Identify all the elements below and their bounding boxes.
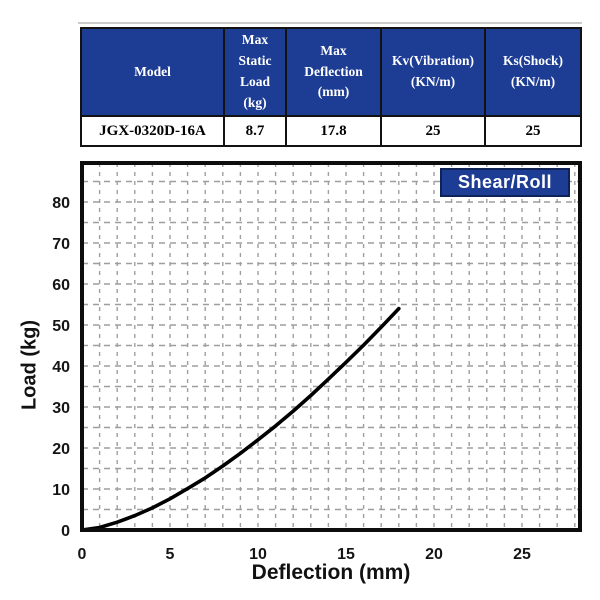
svg-text:60: 60 (52, 277, 70, 294)
svg-text:80: 80 (52, 195, 70, 212)
svg-text:5: 5 (166, 546, 175, 563)
spec-table-data-row: JGX-0320D-16A 8.7 17.8 25 25 (80, 115, 582, 147)
spec-table-header-row: Model Max Static Load (kg) Max Deflectio… (80, 27, 582, 117)
svg-text:15: 15 (337, 546, 355, 563)
header-kv-vibration: Kv(Vibration) (KN/m) (380, 27, 486, 117)
x-axis-title: Deflection (mm) (251, 561, 411, 584)
cell-model: JGX-0320D-16A (80, 115, 225, 147)
load-deflection-chart: 0 5 10 15 20 25 0 10 20 30 40 50 60 70 80 Shear/Roll L… (0, 150, 600, 600)
svg-text:10: 10 (249, 546, 267, 563)
svg-text:20: 20 (425, 546, 443, 563)
svg-text:25: 25 (513, 546, 531, 563)
svg-text:70: 70 (52, 236, 70, 253)
svg-text:30: 30 (52, 400, 70, 417)
cell-kv-vibration: 25 (380, 115, 486, 147)
svg-text:20: 20 (52, 441, 70, 458)
svg-text:0: 0 (61, 523, 70, 540)
cell-ks-shock: 25 (484, 115, 582, 147)
svg-text:0: 0 (78, 546, 87, 563)
chart-plot-svg: 0 5 10 15 20 25 0 10 20 30 40 50 60 70 80 (52, 161, 582, 563)
top-divider (78, 22, 582, 24)
svg-text:50: 50 (52, 318, 70, 335)
y-axis-title: Load (kg) (18, 320, 41, 410)
svg-text:10: 10 (52, 482, 70, 499)
cell-max-static-load: 8.7 (223, 115, 287, 147)
legend-shear-roll: Shear/Roll (440, 168, 570, 197)
spec-table-wrap: Model Max Static Load (kg) Max Deflectio… (80, 27, 582, 147)
svg-text:40: 40 (52, 359, 70, 376)
cell-max-deflection: 17.8 (285, 115, 382, 147)
header-ks-shock: Ks(Shock) (KN/m) (484, 27, 582, 117)
header-model: Model (80, 27, 225, 117)
spec-table: Model Max Static Load (kg) Max Deflectio… (80, 27, 582, 147)
header-max-deflection: Max Deflection (mm) (285, 27, 382, 117)
header-max-static-load: Max Static Load (kg) (223, 27, 287, 117)
